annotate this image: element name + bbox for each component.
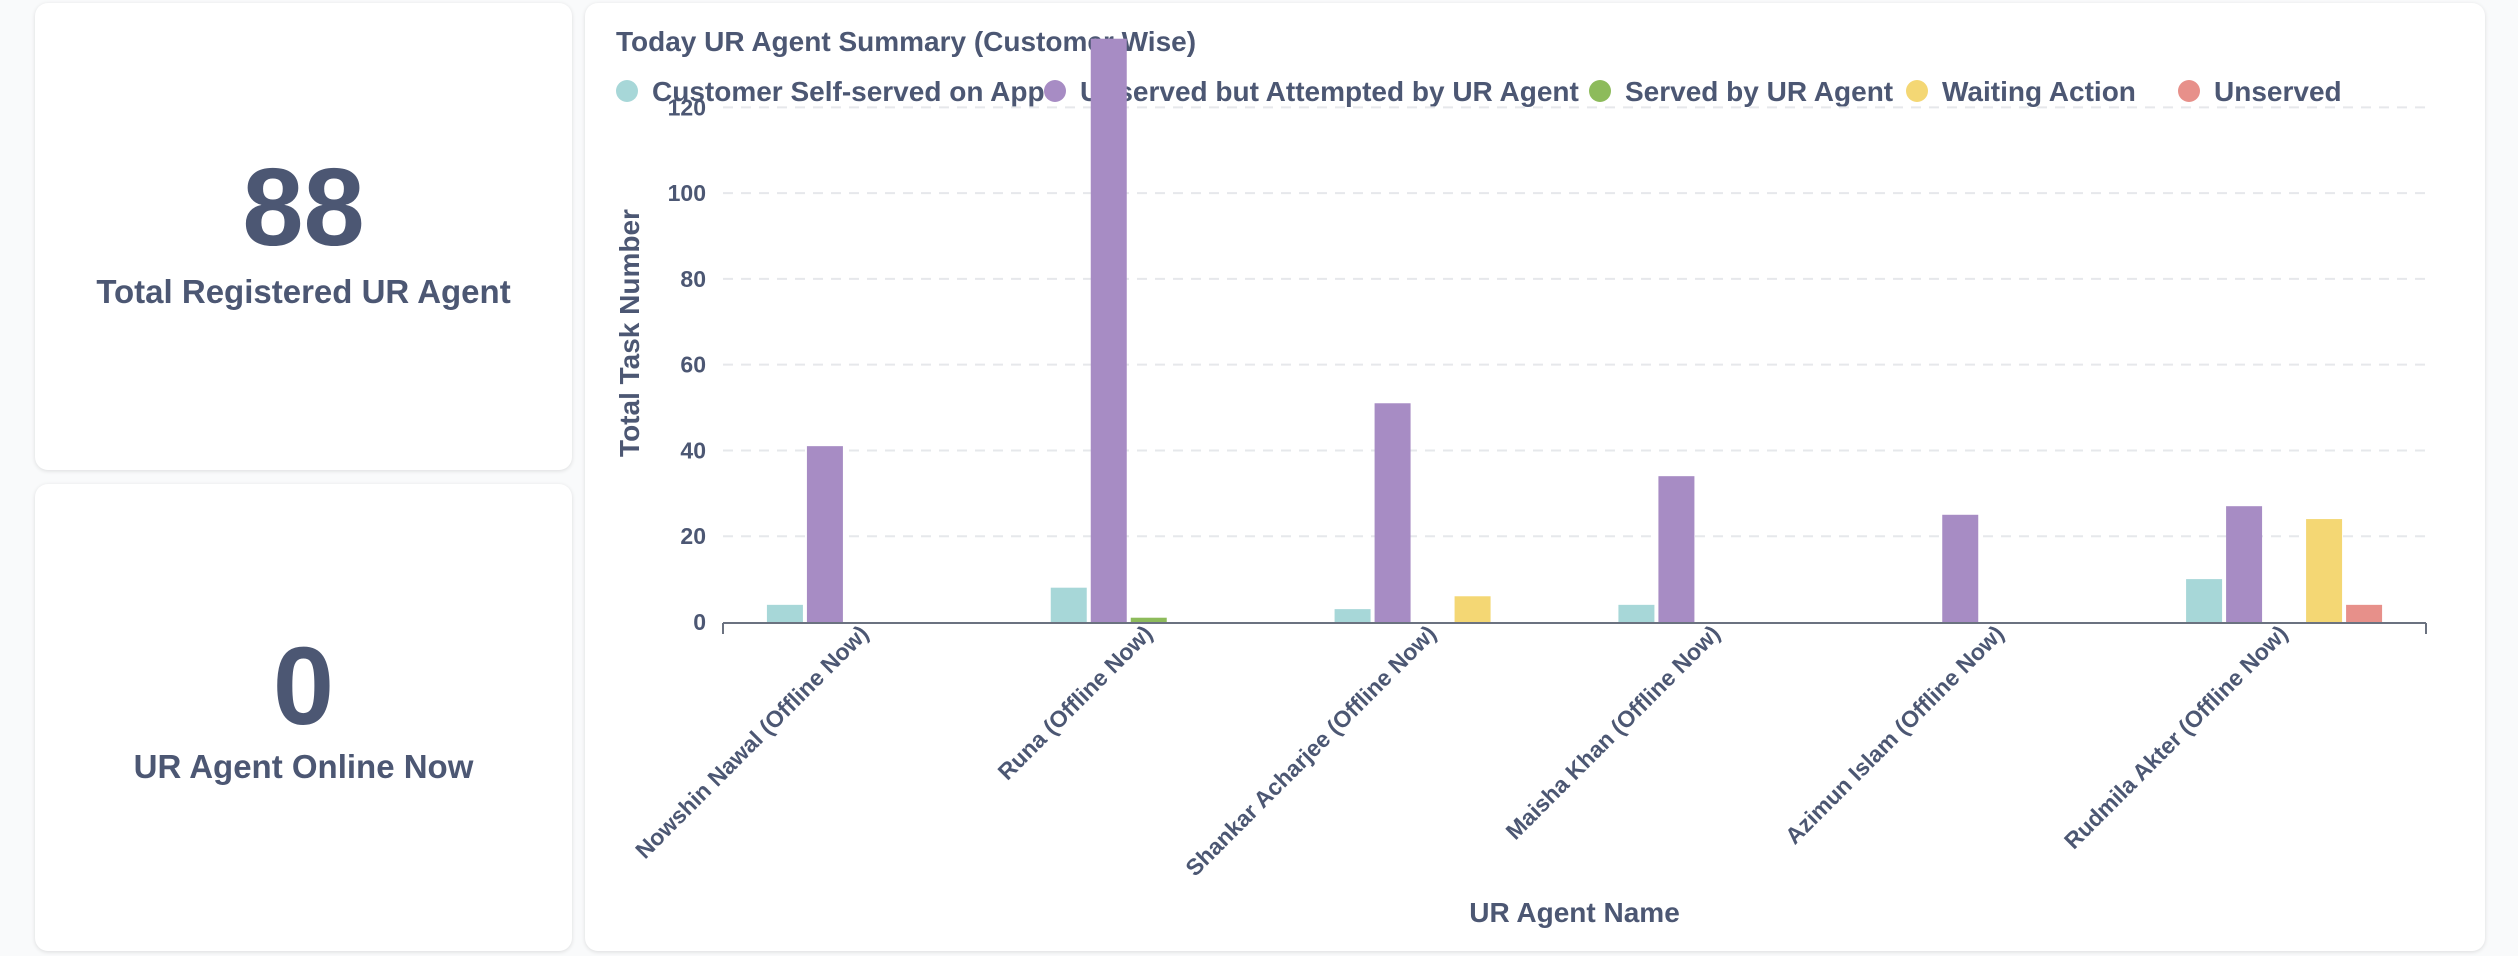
x-axis-title: UR Agent Name — [1469, 897, 1680, 928]
y-tick-label: 120 — [668, 94, 706, 120]
y-tick-label: 0 — [693, 609, 706, 635]
agent-summary-chart-card[interactable]: Today UR Agent Summary (Customer Wise) C… — [585, 3, 2485, 951]
bar-group-shankar-acharjee-offline-now — [1334, 403, 1491, 622]
agents-online-value: 0 — [272, 625, 335, 748]
legend-label: Waiting Action — [1942, 76, 2136, 107]
bar-group-nowshin-nawal-offline-now — [766, 446, 843, 622]
y-axis-ticks: 0 20 40 60 80 100 120 — [668, 94, 706, 635]
legend-swatch — [2178, 80, 2200, 102]
x-tick-label: Azimun Islam (Offline Now) — [1780, 620, 2009, 849]
legend-item-customer-self-served-on-app[interactable]: Customer Self-served on App — [616, 76, 1045, 107]
bar-waiting-action[interactable] — [1454, 596, 1491, 622]
legend-label: Served by UR Agent — [1625, 76, 1893, 107]
legend-label: Customer Self-served on App — [652, 76, 1045, 107]
y-axis-title: Total Task Number — [614, 209, 645, 457]
bar-unserved-but-attempted-by-ur-agent[interactable] — [806, 446, 843, 622]
x-tick-label: Shankar Acharjee (Offline Now) — [1180, 620, 1441, 881]
legend-swatch — [1044, 80, 1066, 102]
bar-unserved[interactable] — [2346, 604, 2383, 622]
bar-customer-self-served-on-app[interactable] — [1618, 604, 1655, 622]
legend-item-unserved[interactable]: Unserved — [2178, 76, 2342, 107]
legend-swatch — [616, 80, 638, 102]
bar-customer-self-served-on-app[interactable] — [1050, 587, 1087, 622]
bar-unserved-but-attempted-by-ur-agent[interactable] — [2226, 506, 2263, 622]
y-tick-label: 60 — [680, 352, 706, 378]
x-axis-ticks: Nowshin Nawal (Offline Now) Runa (Offline… — [630, 620, 2427, 881]
bar-waiting-action[interactable] — [2306, 519, 2343, 622]
legend-label: Unserved — [2214, 76, 2342, 107]
agents-online-label: UR Agent Online Now — [133, 748, 474, 785]
chart-gridlines — [723, 106, 2426, 538]
x-tick-label: Maisha Khan (Offline Now) — [1501, 620, 1725, 844]
y-tick-label: 80 — [680, 266, 706, 292]
chart-bars — [766, 38, 2383, 622]
legend-label: Unserved but Attempted by UR Agent — [1080, 76, 1579, 107]
legend-swatch — [1906, 80, 1928, 102]
legend-item-waiting-action[interactable]: Waiting Action — [1906, 76, 2136, 107]
bar-unserved-but-attempted-by-ur-agent[interactable] — [1374, 403, 1411, 622]
bar-customer-self-served-on-app[interactable] — [766, 604, 803, 622]
y-tick-label: 20 — [680, 523, 706, 549]
agent-summary-chart: Today UR Agent Summary (Customer Wise) C… — [614, 26, 2427, 928]
x-tick-label: Rudmila Akter (Offline Now) — [2059, 620, 2293, 854]
agents-online-card[interactable]: 0 UR Agent Online Now — [35, 484, 572, 951]
bar-customer-self-served-on-app[interactable] — [1334, 609, 1371, 622]
bar-unserved-but-attempted-by-ur-agent[interactable] — [1090, 38, 1127, 622]
x-tick-label: Runa (Offline Now) — [993, 620, 1158, 785]
x-tick-label: Nowshin Nawal (Offline Now) — [630, 620, 873, 863]
legend-item-served-by-ur-agent[interactable]: Served by UR Agent — [1589, 76, 1893, 107]
bar-group-rudmila-akter-offline-now — [2186, 506, 2383, 622]
bar-group-maisha-khan-offline-now — [1618, 476, 1695, 622]
bar-group-runa-offline-now — [1050, 38, 1167, 622]
chart-legend: Customer Self-served on App Unserved but … — [616, 76, 2342, 107]
bar-served-by-ur-agent[interactable] — [1130, 617, 1167, 622]
bar-unserved-but-attempted-by-ur-agent[interactable] — [1658, 476, 1695, 622]
bar-unserved-but-attempted-by-ur-agent[interactable] — [1942, 514, 1979, 622]
bar-group-azimun-islam-offline-now — [1942, 514, 1979, 622]
y-tick-label: 100 — [668, 180, 706, 206]
bar-customer-self-served-on-app[interactable] — [2186, 579, 2223, 622]
total-registered-card[interactable]: 88 Total Registered UR Agent — [35, 3, 572, 470]
y-tick-label: 40 — [680, 437, 706, 463]
legend-swatch — [1589, 80, 1611, 102]
legend-item-unserved-but-attempted-by-ur-agent[interactable]: Unserved but Attempted by UR Agent — [1044, 76, 1579, 107]
total-registered-value: 88 — [242, 146, 365, 269]
total-registered-label: Total Registered UR Agent — [96, 273, 511, 310]
